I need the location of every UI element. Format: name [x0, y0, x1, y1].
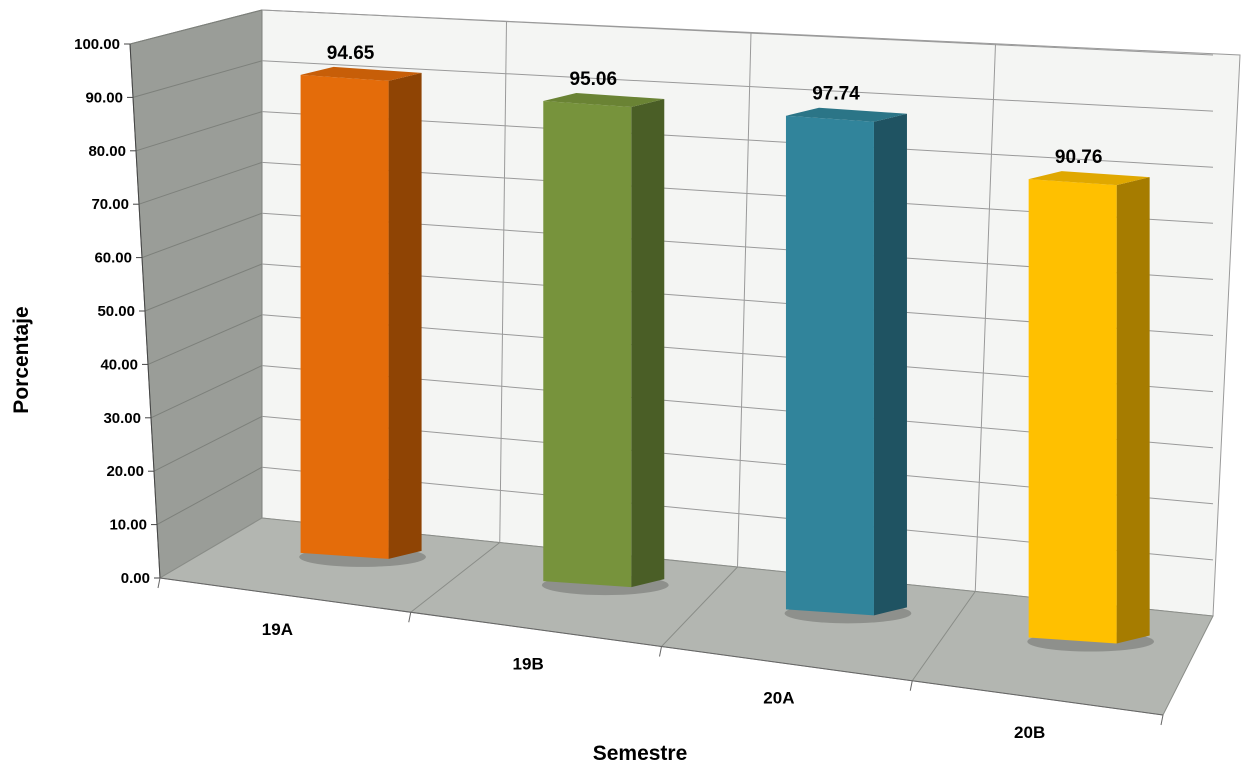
- x-axis-title: Semestre: [593, 742, 688, 765]
- bar-front: [300, 74, 389, 559]
- side-gridline: [132, 60, 263, 98]
- bar-19A: 94.65: [299, 43, 426, 567]
- bar-top: [785, 107, 907, 122]
- bar-side: [388, 72, 422, 559]
- y-axis-ticks: 0.00 10.00 20.00 30.00 40.00 50.00 60.00 70.00 8…: [74, 36, 161, 587]
- gridline: [261, 9, 1214, 56]
- data-label: 90.76: [1055, 147, 1103, 168]
- chart-walls: [129, 9, 1241, 716]
- x-tick-mark: [1160, 714, 1164, 726]
- bar-side: [873, 113, 907, 616]
- side-gridline: [150, 365, 263, 419]
- category-divider: [974, 43, 996, 592]
- data-label: 95.06: [570, 69, 618, 90]
- category-divider: [737, 32, 752, 568]
- data-label: 97.74: [812, 84, 860, 105]
- y-tick-label: 80.00: [88, 143, 126, 160]
- y-tick-label: 60.00: [94, 250, 132, 267]
- x-tick-mark: [909, 680, 913, 691]
- data-label: 94.65: [327, 43, 375, 64]
- category-divider: [499, 21, 507, 543]
- y-tick-label: 30.00: [103, 410, 141, 427]
- bar-20A: 97.74: [784, 84, 912, 624]
- side-gridline: [129, 9, 263, 45]
- y-tick-label: 40.00: [100, 356, 138, 373]
- x-tick-mark: [157, 577, 161, 589]
- floor-divider: [410, 542, 501, 613]
- bar-19B: 95.06: [541, 69, 669, 596]
- y-tick-label: 70.00: [91, 196, 129, 213]
- bar-front: [785, 115, 874, 616]
- x-axis-line: [159, 577, 1164, 716]
- bar-side: [1116, 177, 1150, 644]
- bars: 94.65 95.06 97.74 90.76: [299, 43, 1155, 652]
- bar-top: [543, 93, 665, 108]
- floor-divider: [661, 566, 738, 647]
- x-tick-label: 19B: [513, 654, 544, 673]
- y-axis-title: Porcentaje: [10, 306, 33, 413]
- bar-20B: 90.76: [1027, 147, 1155, 652]
- y-tick-label: 90.00: [85, 89, 123, 106]
- bar-front: [1028, 179, 1117, 644]
- side-gridline: [141, 212, 263, 259]
- y-tick-label: 0.00: [121, 570, 150, 587]
- x-tick-label: 20B: [1014, 723, 1045, 742]
- x-tick-label: 20A: [763, 689, 794, 708]
- bar-front: [543, 101, 632, 588]
- side-gridline: [156, 466, 263, 526]
- y-tick-label: 100.00: [74, 36, 120, 53]
- side-gridline: [147, 314, 263, 365]
- bar-side: [631, 99, 665, 588]
- floor-divider: [911, 591, 976, 682]
- y-tick-label: 50.00: [97, 303, 135, 320]
- x-axis-ticks: 19A 19B 20A 20B: [157, 577, 1164, 742]
- side-gridline: [153, 415, 263, 472]
- y-tick-label: 10.00: [109, 517, 147, 534]
- side-gridline: [138, 161, 263, 205]
- side-gridline: [135, 111, 263, 152]
- x-tick-label: 19A: [262, 620, 293, 639]
- gridline: [261, 60, 1214, 112]
- x-tick-mark: [659, 646, 662, 657]
- x-tick-mark: [408, 612, 412, 623]
- bar-top: [300, 66, 422, 81]
- bar-top: [1028, 171, 1150, 186]
- side-wall: [129, 9, 263, 579]
- y-axis-line: [129, 43, 161, 579]
- side-gridline: [144, 263, 263, 312]
- y-tick-label: 20.00: [106, 463, 144, 480]
